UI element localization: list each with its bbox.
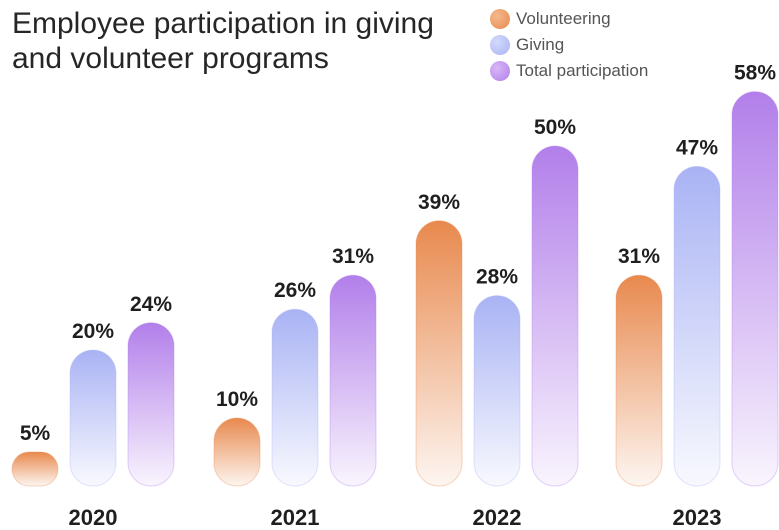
bar-2020-giving (69, 349, 117, 487)
bar-2022-total-participation (531, 145, 579, 487)
bar-2022-giving (473, 295, 521, 487)
category-label-2020: 2020 (69, 505, 118, 530)
bar-2020-total-participation (127, 322, 175, 487)
category-labels-group: 2020 2021 2022 2023 (69, 505, 722, 530)
bar-2022-volunteering (415, 220, 463, 487)
bars-group (11, 91, 779, 487)
value-label-2023-volunteering: 31% (618, 245, 660, 268)
legend-item-total-participation: Total participation (490, 58, 648, 84)
legend-item-giving: Giving (490, 32, 648, 58)
value-label-2021-total-participation: 31% (332, 245, 374, 268)
value-label-2023-giving: 47% (676, 136, 718, 159)
bar-2023-volunteering (615, 274, 663, 487)
legend-label-giving: Giving (516, 35, 565, 54)
legend-swatch-giving (490, 35, 510, 55)
legend-swatch-total-participation (490, 61, 510, 81)
value-label-2020-volunteering: 5% (20, 422, 51, 445)
category-label-2022: 2022 (473, 505, 522, 530)
value-label-2021-giving: 26% (274, 279, 316, 302)
bar-2021-total-participation (329, 274, 377, 487)
value-label-2020-giving: 20% (72, 320, 114, 343)
legend-swatch-volunteering (490, 9, 510, 29)
bar-2021-giving (271, 308, 319, 487)
value-label-2023-total-participation: 58% (734, 62, 776, 85)
bar-2021-volunteering (213, 417, 261, 487)
value-label-2021-volunteering: 10% (216, 388, 258, 411)
category-label-2021: 2021 (271, 505, 320, 530)
category-label-2023: 2023 (673, 505, 722, 530)
legend-label-volunteering: Volunteering (516, 9, 611, 28)
bar-2023-giving (673, 165, 721, 487)
value-label-2022-volunteering: 39% (418, 191, 460, 214)
value-labels-group: 5% 20% 24% 10% 26% 31% 39% 28% 50% 31% 47% 58% (20, 62, 777, 445)
legend-label-total-participation: Total participation (516, 61, 649, 80)
chart-title: Employee participation in giving and vol… (12, 7, 434, 75)
bar-2023-total-participation (731, 91, 779, 487)
value-label-2022-total-participation: 50% (534, 116, 576, 139)
bar-2020-volunteering (11, 451, 59, 487)
legend: Volunteering Giving Total participation (490, 6, 648, 84)
value-label-2020-total-participation: 24% (130, 293, 172, 316)
legend-item-volunteering: Volunteering (490, 6, 648, 32)
value-label-2022-giving: 28% (476, 266, 518, 289)
